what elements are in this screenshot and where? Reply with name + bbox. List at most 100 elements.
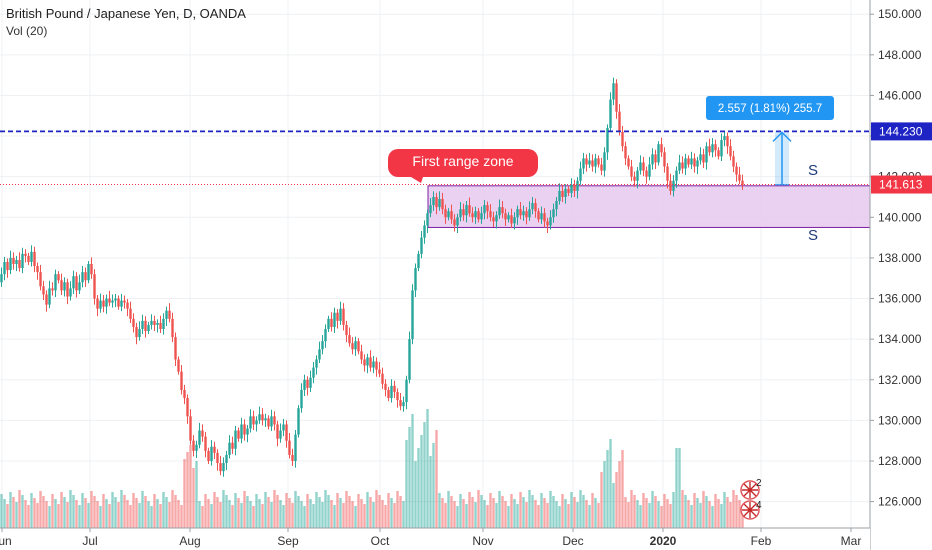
volume-bar	[741, 505, 744, 528]
volume-bar	[621, 450, 624, 528]
candle-body	[420, 237, 423, 254]
candle-body	[303, 379, 306, 390]
candle-body	[210, 446, 213, 461]
candle-body	[351, 343, 354, 350]
last-price-tag: 141.613	[879, 178, 923, 192]
volume-bar	[252, 506, 255, 528]
volume-bar	[72, 495, 75, 528]
candle-body	[447, 211, 450, 218]
candle-body	[354, 341, 357, 350]
volume-bar	[108, 504, 111, 528]
volume-bar	[255, 494, 258, 528]
volume-bar	[6, 504, 9, 528]
candle-body	[666, 166, 669, 181]
candle-body	[687, 158, 690, 165]
volume-bar	[564, 499, 567, 528]
volume-bar	[357, 494, 360, 528]
candle-body	[363, 359, 366, 366]
volume-bar	[573, 497, 576, 528]
candle-body	[696, 160, 699, 167]
callout-bubble	[388, 149, 538, 183]
union-jack-icon	[742, 502, 758, 518]
candle-body	[579, 168, 582, 181]
chart-grid	[0, 0, 870, 528]
volume-bar	[450, 496, 453, 528]
candle-body	[480, 213, 483, 220]
time-tick-label: Sep	[277, 534, 299, 548]
candle-body	[225, 454, 228, 464]
candle-body	[255, 420, 258, 425]
volume-bar	[477, 490, 480, 528]
candle-body	[24, 253, 27, 256]
volume-bar	[195, 461, 198, 528]
volume-bar	[561, 494, 564, 528]
candle-body	[33, 251, 36, 267]
candle-body	[333, 312, 336, 327]
candle-body	[15, 259, 18, 264]
range-zone-callout[interactable]: First range zone	[388, 149, 538, 183]
time-axis[interactable]	[0, 528, 870, 550]
candle-body	[54, 274, 57, 291]
volume-bar	[183, 459, 186, 528]
candle-body	[30, 251, 33, 262]
volume-bar	[639, 505, 642, 528]
candle-body	[675, 170, 678, 181]
volume-bar	[549, 491, 552, 528]
candle-body	[483, 205, 486, 214]
candle-body	[183, 389, 186, 399]
price-axis[interactable]	[870, 0, 932, 550]
candle-body	[597, 158, 600, 165]
candle-body	[522, 211, 525, 216]
candle-body	[375, 361, 378, 370]
candle-body	[621, 132, 624, 147]
candle-body	[102, 300, 105, 307]
candle-body	[222, 463, 225, 472]
candle-body	[390, 385, 393, 399]
volume-bar	[336, 493, 339, 528]
candle-body	[501, 207, 504, 214]
volume-bar	[723, 492, 726, 528]
candle-body	[456, 217, 459, 226]
candle-body	[396, 391, 399, 401]
price-tick-label: 134.000	[878, 332, 922, 346]
candle-body	[69, 288, 72, 297]
volume-bar	[165, 497, 168, 528]
measure-tool[interactable]: 2.557 (1.81%) 255.7	[706, 96, 834, 186]
last-price-tag-bg	[871, 175, 932, 194]
candle-body	[240, 424, 243, 439]
volume-bar	[630, 490, 633, 528]
candle-body	[525, 211, 528, 218]
volume-bar	[168, 502, 171, 528]
time-axis-ticks: Jun Jul Aug Sep Oct Nov Dec 2020 Feb Mar	[0, 528, 861, 548]
candle-body	[528, 209, 531, 218]
price-tick-label: 140.000	[878, 210, 922, 224]
volume-bar	[600, 472, 603, 528]
volume-bar	[174, 495, 177, 528]
volume-bar	[18, 490, 21, 528]
volume-bar	[582, 495, 585, 528]
volume-bar	[510, 494, 513, 528]
volume-bar	[732, 490, 735, 528]
volume-bar	[345, 491, 348, 528]
volume-bar	[693, 493, 696, 528]
range-zone-rect[interactable]	[427, 185, 871, 228]
volume-bar	[240, 503, 243, 528]
volume-bar	[654, 496, 657, 528]
volume-bar	[120, 490, 123, 528]
volume-bar	[180, 505, 183, 528]
candle-body	[3, 261, 6, 275]
volume-bar	[270, 502, 273, 528]
volume-bar	[420, 435, 423, 528]
candle-body	[21, 253, 24, 269]
candle-body	[657, 144, 660, 163]
candle-body	[156, 322, 159, 325]
volume-bar	[261, 504, 264, 528]
economic-events-icons[interactable]: 24	[740, 478, 762, 520]
volume-bar	[612, 483, 615, 528]
candle-body	[492, 217, 495, 222]
candle-body	[132, 318, 135, 327]
volume-bar	[507, 506, 510, 528]
volume-bar	[135, 498, 138, 528]
candle-body	[213, 446, 216, 453]
